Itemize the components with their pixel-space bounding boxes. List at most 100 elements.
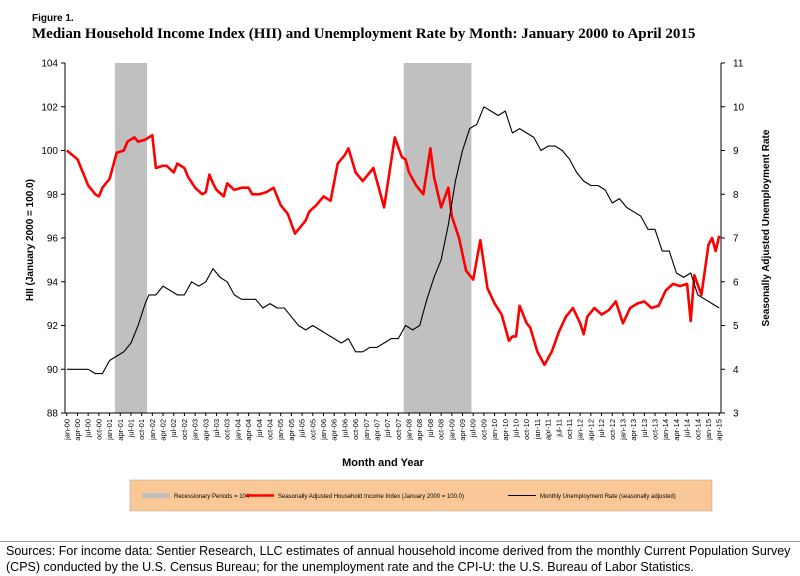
y-tick-label-left: 94 <box>47 277 59 288</box>
x-tick-label: jan-12 <box>576 419 585 441</box>
x-tick-label: jan-03 <box>191 419 200 441</box>
x-tick-label: jan-06 <box>319 419 328 441</box>
x-tick-label: apr-11 <box>544 419 553 440</box>
y-tick-label-right: 5 <box>733 321 739 332</box>
x-tick-label: jul-00 <box>84 419 93 438</box>
x-tick-label: oct-01 <box>137 419 146 440</box>
income-index-line <box>65 133 721 367</box>
x-tick-label: jul-12 <box>597 419 606 438</box>
recession-band <box>114 63 147 413</box>
y-tick-label-left: 96 <box>47 234 59 245</box>
x-tick-label: oct-12 <box>608 419 617 440</box>
x-tick-label: apr-01 <box>116 419 125 441</box>
legend-label: Monthly Unemployment Rate (seasonally ad… <box>540 494 676 500</box>
figure-label: Figure 1. <box>32 13 74 24</box>
chart-title: Median Household Income Index (HII) and … <box>32 26 696 42</box>
x-tick-label: jul-09 <box>469 419 478 438</box>
recession-band <box>403 63 472 413</box>
x-tick-label: apr-14 <box>672 419 681 441</box>
x-tick-label: jan-10 <box>490 419 499 441</box>
x-tick-label: oct-05 <box>308 419 317 440</box>
y-tick-label-right: 3 <box>733 409 739 420</box>
x-tick-label: jul-01 <box>126 419 135 438</box>
y-tick-label-right: 7 <box>733 234 739 245</box>
y-tick-label-right: 6 <box>733 277 739 288</box>
x-tick-label: apr-04 <box>244 419 253 441</box>
x-tick-label: jan-15 <box>704 419 713 441</box>
y-tick-label-right: 4 <box>733 365 739 376</box>
x-tick-label: jul-08 <box>426 419 435 438</box>
x-tick-label: jul-14 <box>683 419 692 438</box>
x-tick-label: jan-09 <box>447 419 456 441</box>
series <box>65 106 721 375</box>
x-tick-label: jan-14 <box>661 419 670 441</box>
x-tick-label: jul-03 <box>212 419 221 438</box>
x-tick-label: jul-10 <box>512 419 521 438</box>
x-axis-label: Month and Year <box>342 457 424 469</box>
unemployment-rate-line <box>66 106 720 375</box>
x-tick-label: apr-10 <box>501 419 510 441</box>
y-tick-label-left: 104 <box>41 59 58 70</box>
y-tick-label-right: 10 <box>733 102 745 113</box>
x-tick-label: apr-06 <box>330 419 339 441</box>
x-tick-label: apr-03 <box>201 419 210 441</box>
x-tick-label: apr-13 <box>629 419 638 441</box>
x-tick-label: jan-00 <box>62 419 71 441</box>
y-tick-label-left: 90 <box>47 365 59 376</box>
y-axis-label-left: HII (January 2000 = 100.0) <box>25 179 36 301</box>
x-tick-label: apr-05 <box>287 419 296 441</box>
recession-bands <box>114 63 472 413</box>
legend-box <box>129 479 713 512</box>
x-tick-label: apr-08 <box>415 419 424 441</box>
x-tick-label: jan-13 <box>618 419 627 441</box>
x-tick-label: jan-02 <box>148 419 157 441</box>
y-tick-label-right: 9 <box>733 146 739 157</box>
sources-note: Sources: For income data: Sentier Resear… <box>6 544 791 574</box>
x-tick-label: jul-13 <box>640 419 649 438</box>
y-tick-label-left: 88 <box>47 409 59 420</box>
x-tick-label: oct-13 <box>651 419 660 440</box>
x-tick-label: jul-02 <box>169 419 178 438</box>
x-tick-label: oct-08 <box>437 419 446 440</box>
x-tick-label: jan-07 <box>362 419 371 441</box>
y-tick-label-right: 8 <box>733 190 739 201</box>
y-tick-label-left: 102 <box>41 102 58 113</box>
x-tick-label: oct-02 <box>180 419 189 440</box>
y-tick-label-right: 11 <box>733 59 744 70</box>
x-tick-label: apr-12 <box>586 419 595 441</box>
x-tick-label: oct-00 <box>94 419 103 440</box>
x-tick-label: jul-06 <box>340 419 349 438</box>
x-tick-label: oct-11 <box>565 419 574 439</box>
x-tick-label: jan-01 <box>105 419 114 441</box>
x-tick-label: apr-15 <box>715 419 724 441</box>
y-tick-label-left: 100 <box>41 146 58 157</box>
x-tick-label: jan-08 <box>405 419 414 441</box>
y-axis-label-right: Seasonally Adjusted Unemployment Rate <box>761 129 772 326</box>
legend-label: Seasonally Adjusted Household Income Ind… <box>278 494 464 500</box>
x-tick-label: jul-04 <box>255 419 264 438</box>
legend-label: Recessionary Periods = 104* <box>174 494 252 500</box>
x-tick-label: apr-00 <box>73 419 82 441</box>
x-tick-label: apr-07 <box>372 419 381 441</box>
divider <box>0 541 800 542</box>
legend: Recessionary Periods = 104* Seasonally Ad… <box>129 479 713 512</box>
x-tick-label: jul-05 <box>298 419 307 438</box>
x-tick-label: oct-06 <box>351 419 360 440</box>
x-tick-label: oct-10 <box>522 419 531 440</box>
x-tick-label: jan-04 <box>233 419 242 441</box>
x-tick-label: oct-14 <box>693 419 702 440</box>
x-tick-label: apr-02 <box>159 419 168 441</box>
x-tick-label: jul-11 <box>554 419 563 438</box>
x-tick-label: apr-09 <box>458 419 467 441</box>
x-tick-label: oct-04 <box>266 419 275 440</box>
y-tick-label-left: 98 <box>47 190 59 201</box>
x-tick-label: oct-09 <box>479 419 488 440</box>
x-tick-label: jan-11 <box>533 419 542 440</box>
x-tick-label: jan-05 <box>276 419 285 441</box>
x-tick-label: oct-07 <box>394 419 403 440</box>
x-tick-label: oct-03 <box>223 419 232 440</box>
x-tick-label: jul-07 <box>383 419 392 438</box>
y-tick-label-left: 92 <box>47 321 59 332</box>
